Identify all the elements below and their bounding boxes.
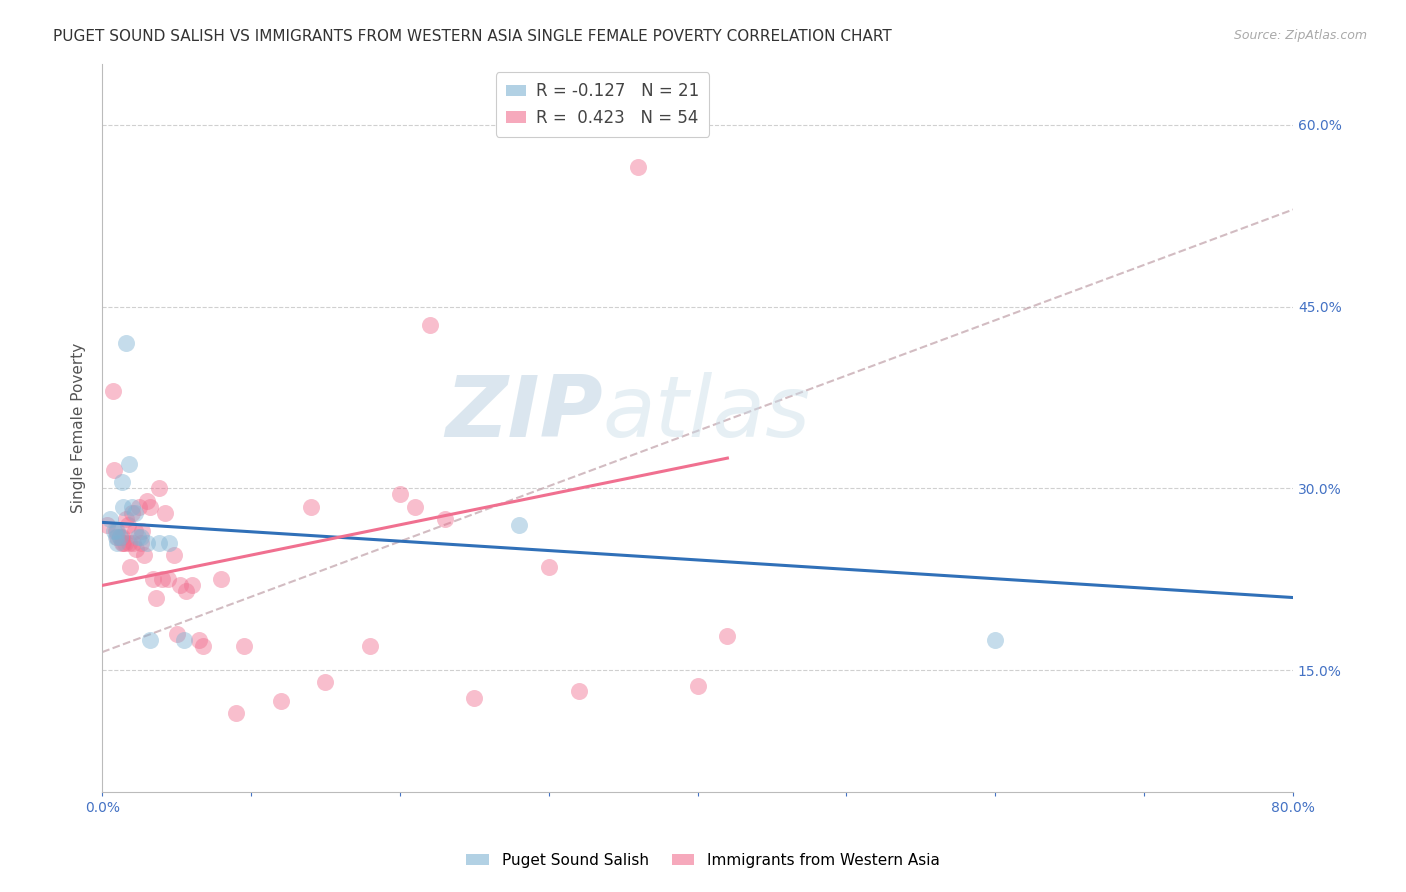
- Point: [121, 500, 143, 514]
- Point: [114, 536, 136, 550]
- Y-axis label: Single Female Poverty: Single Female Poverty: [72, 343, 86, 513]
- Point: [209, 572, 232, 586]
- Point: [419, 318, 441, 332]
- Point: [112, 500, 135, 514]
- Point: [173, 632, 195, 647]
- Point: [118, 536, 141, 550]
- Point: [129, 530, 152, 544]
- Text: PUGET SOUND SALISH VS IMMIGRANTS FROM WESTERN ASIA SINGLE FEMALE POVERTY CORRELA: PUGET SOUND SALISH VS IMMIGRANTS FROM WE…: [53, 29, 893, 44]
- Point: [110, 530, 132, 544]
- Text: ZIP: ZIP: [444, 372, 602, 455]
- Point: [270, 693, 292, 707]
- Point: [115, 335, 138, 350]
- Point: [716, 629, 738, 643]
- Point: [225, 706, 247, 720]
- Point: [105, 530, 128, 544]
- Point: [101, 384, 124, 399]
- Point: [105, 536, 128, 550]
- Point: [359, 639, 381, 653]
- Point: [127, 530, 149, 544]
- Point: [120, 560, 142, 574]
- Point: [110, 475, 132, 490]
- Point: [567, 684, 589, 698]
- Point: [124, 506, 146, 520]
- Point: [108, 530, 131, 544]
- Point: [315, 675, 337, 690]
- Point: [156, 572, 179, 586]
- Point: [103, 463, 125, 477]
- Point: [188, 632, 211, 647]
- Point: [388, 487, 411, 501]
- Point: [104, 530, 127, 544]
- Point: [232, 639, 254, 653]
- Text: atlas: atlas: [602, 372, 810, 455]
- Point: [193, 639, 215, 653]
- Point: [627, 160, 650, 174]
- Point: [404, 500, 426, 514]
- Point: [433, 512, 456, 526]
- Point: [142, 572, 165, 586]
- Point: [139, 500, 162, 514]
- Point: [131, 524, 153, 538]
- Point: [166, 627, 188, 641]
- Point: [115, 512, 138, 526]
- Point: [163, 548, 186, 562]
- Point: [508, 517, 530, 532]
- Legend: Puget Sound Salish, Immigrants from Western Asia: Puget Sound Salish, Immigrants from West…: [460, 847, 946, 873]
- Point: [537, 560, 560, 574]
- Point: [135, 536, 157, 550]
- Point: [139, 632, 162, 647]
- Point: [105, 524, 128, 538]
- Point: [686, 679, 709, 693]
- Point: [132, 548, 155, 562]
- Point: [984, 632, 1007, 647]
- Point: [117, 517, 139, 532]
- Point: [118, 457, 141, 471]
- Point: [96, 517, 118, 532]
- Point: [148, 536, 170, 550]
- Point: [103, 524, 125, 538]
- Point: [128, 500, 150, 514]
- Point: [150, 572, 173, 586]
- Point: [125, 542, 148, 557]
- Legend: R = -0.127   N = 21, R =  0.423   N = 54: R = -0.127 N = 21, R = 0.423 N = 54: [496, 72, 709, 136]
- Point: [129, 536, 152, 550]
- Point: [157, 536, 180, 550]
- Point: [112, 536, 135, 550]
- Point: [108, 530, 131, 544]
- Point: [145, 591, 167, 605]
- Point: [135, 493, 157, 508]
- Point: [124, 524, 146, 538]
- Point: [104, 524, 127, 538]
- Point: [169, 578, 191, 592]
- Point: [180, 578, 202, 592]
- Text: Source: ZipAtlas.com: Source: ZipAtlas.com: [1233, 29, 1367, 42]
- Point: [98, 512, 121, 526]
- Point: [174, 584, 197, 599]
- Point: [121, 506, 143, 520]
- Point: [153, 506, 176, 520]
- Point: [122, 536, 145, 550]
- Point: [299, 500, 322, 514]
- Point: [463, 691, 485, 706]
- Point: [110, 536, 132, 550]
- Point: [148, 482, 170, 496]
